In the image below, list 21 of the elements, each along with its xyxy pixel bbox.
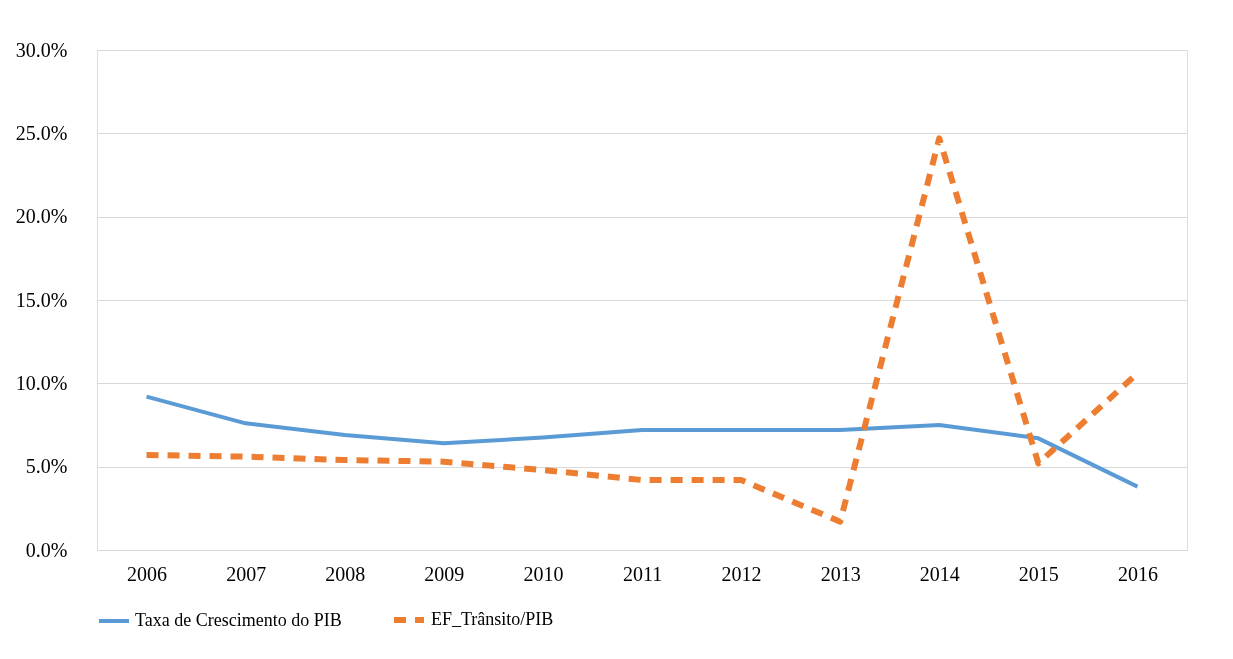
y-tick-label: 15.0% xyxy=(15,288,68,311)
x-tick-label: 2008 xyxy=(325,562,366,585)
x-tick-label: 2010 xyxy=(523,562,564,585)
line-series xyxy=(144,394,1140,489)
y-tick-label: 20.0% xyxy=(15,205,68,228)
x-tick-label: 2013 xyxy=(820,562,861,585)
x-tick-label: 2011 xyxy=(622,562,663,585)
x-tick-label: 2015 xyxy=(1018,562,1059,585)
y-tick-label: 5.0% xyxy=(25,455,68,478)
x-tick-label: 2016 xyxy=(1117,562,1158,585)
legend-label: Taxa de Crescimento do PIB xyxy=(135,610,342,630)
y-tick-label: 10.0% xyxy=(15,371,68,394)
x-tick-label: 2009 xyxy=(424,562,465,585)
y-tick-label: 0.0% xyxy=(25,538,68,561)
legend-label: EF_Trânsito/PIB xyxy=(431,609,554,629)
y-tick-label: 30.0% xyxy=(15,38,68,61)
x-tick-label: 2014 xyxy=(919,562,960,585)
x-tick-label: 2012 xyxy=(721,562,762,585)
x-tick-label: 2007 xyxy=(226,562,267,585)
x-tick-label: 2006 xyxy=(127,562,168,585)
y-tick-label: 25.0% xyxy=(15,121,68,144)
